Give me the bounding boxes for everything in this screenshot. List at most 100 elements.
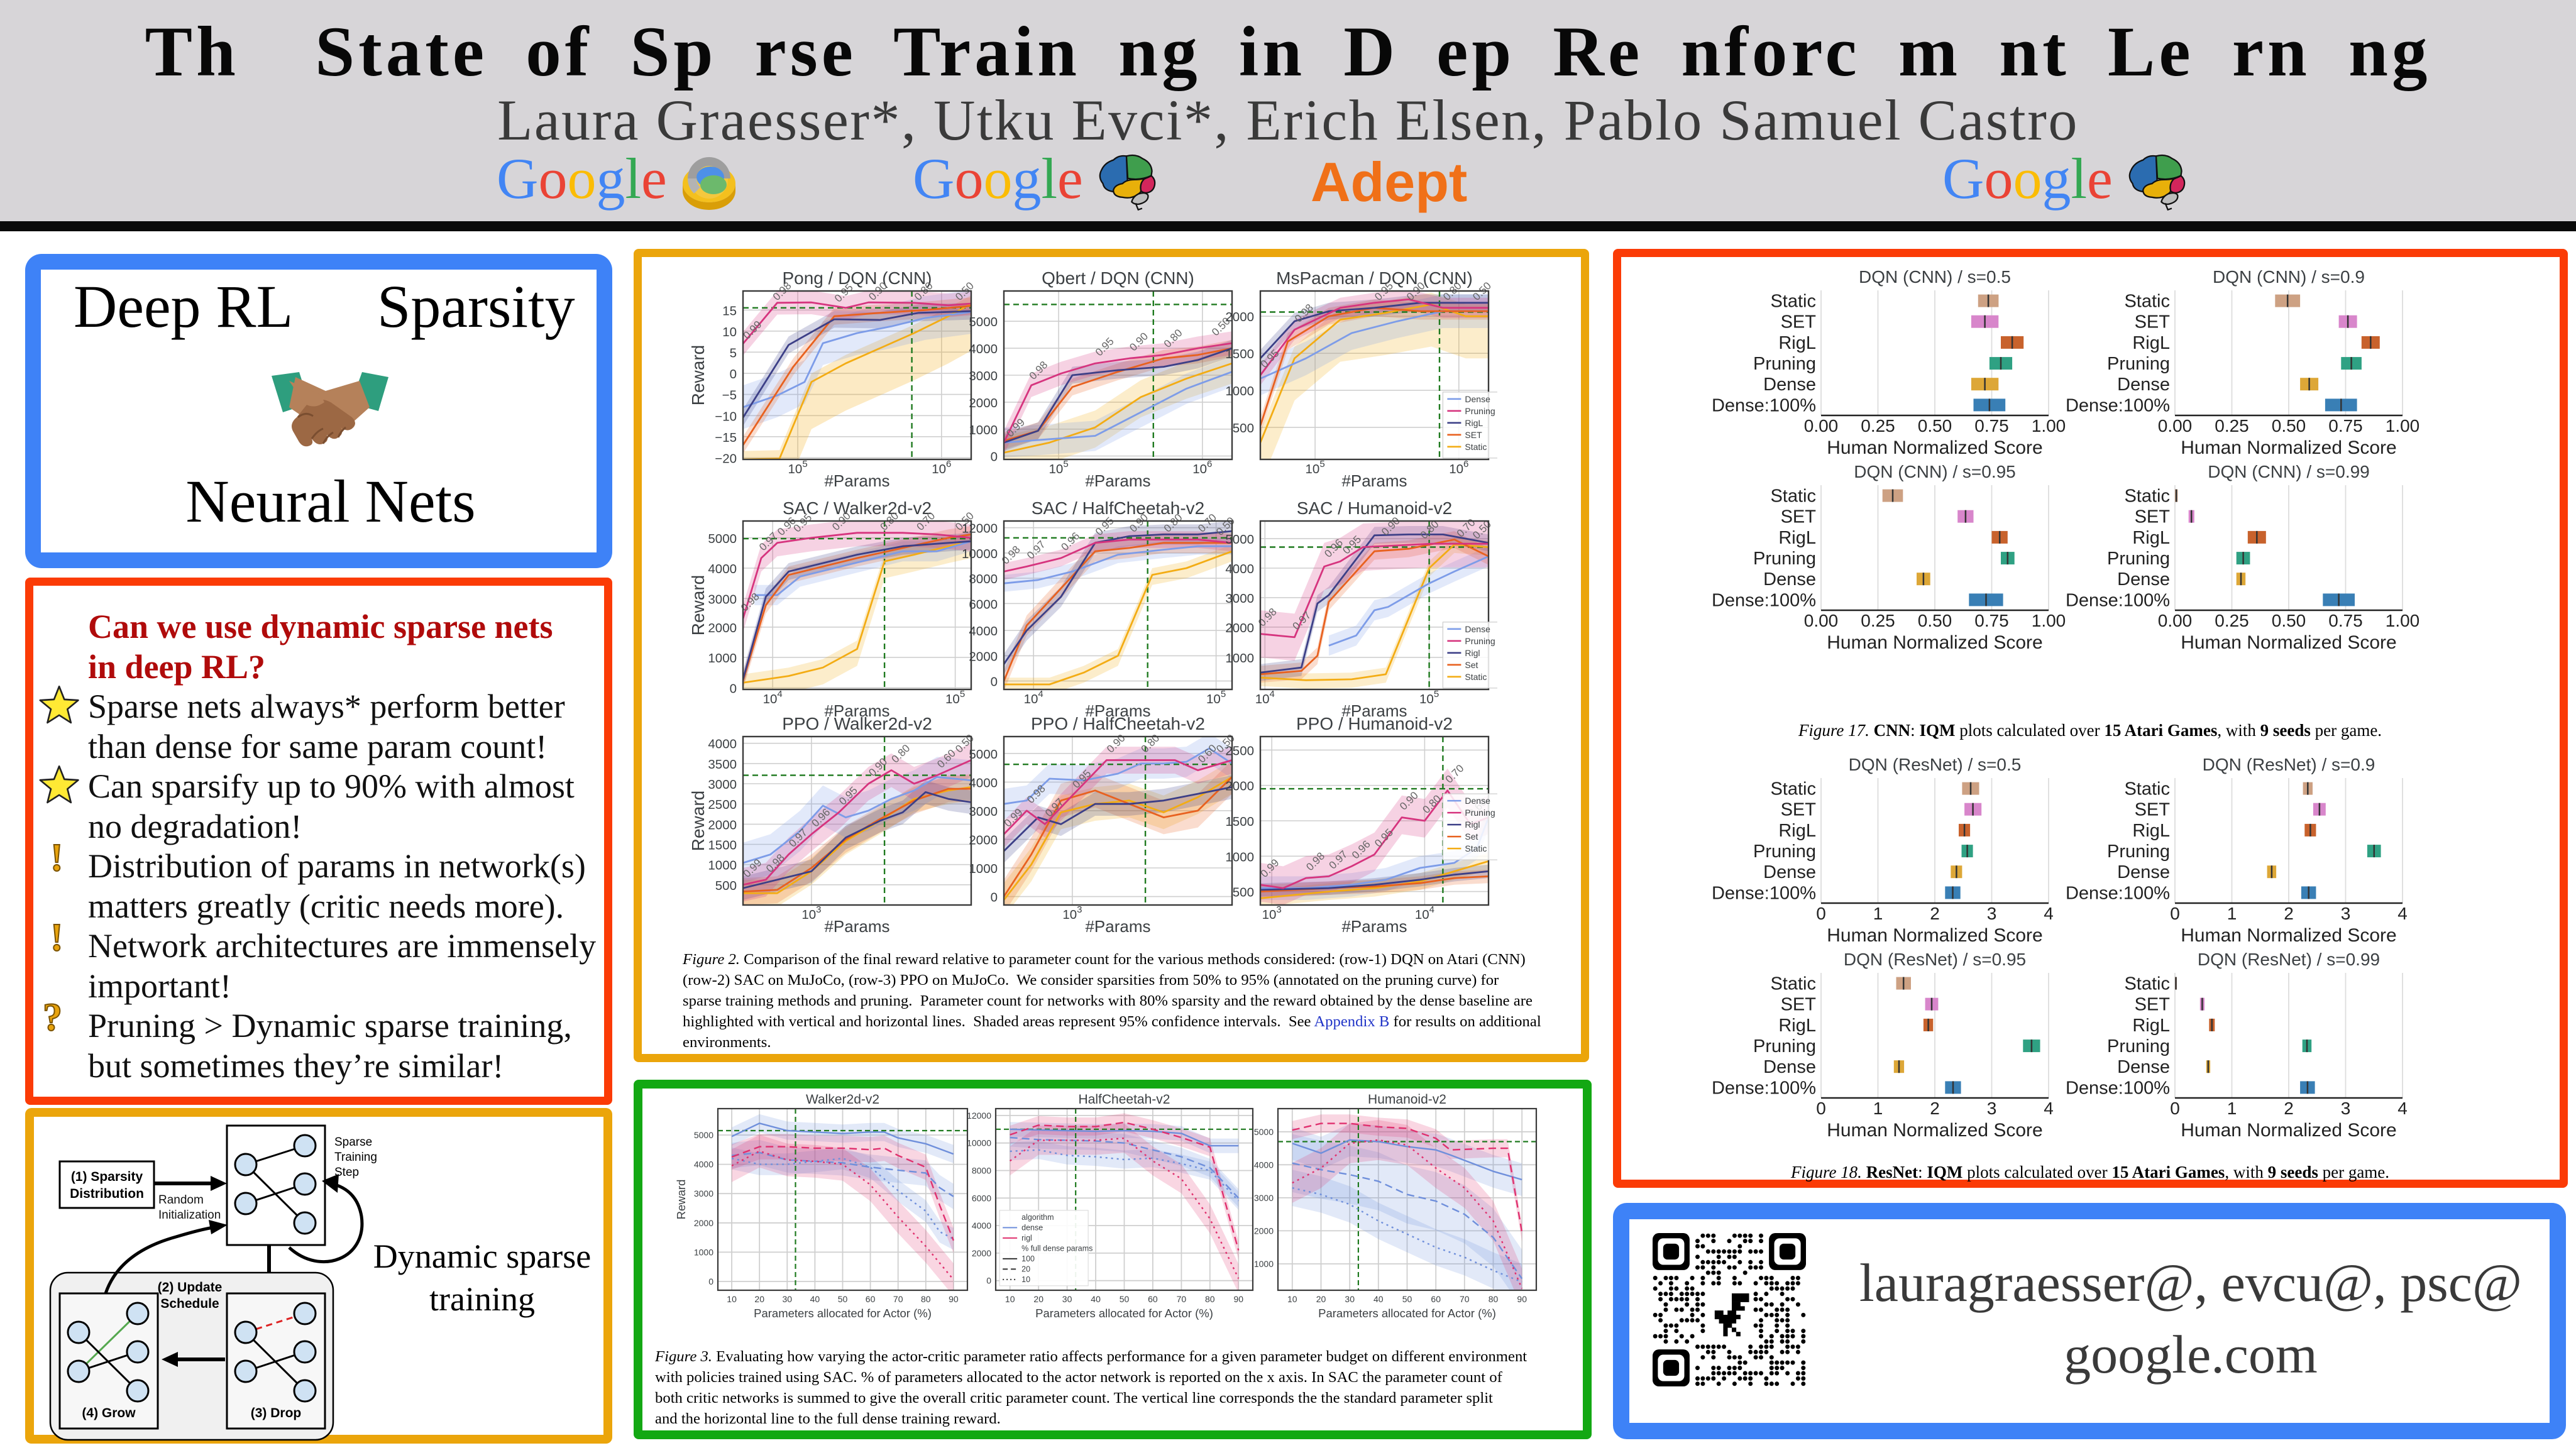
svg-text:(3) Drop: (3) Drop (251, 1406, 302, 1420)
svg-text:Dense: Dense (1465, 796, 1490, 806)
svg-text:training: training (429, 1280, 535, 1318)
svg-text:1.00: 1.00 (2032, 611, 2066, 630)
svg-text:1.00: 1.00 (2386, 416, 2420, 436)
svg-text:0: 0 (991, 675, 998, 689)
svg-text:Walker2d-v2: Walker2d-v2 (806, 1092, 879, 1107)
svg-text:5000: 5000 (708, 532, 737, 546)
svg-text:15: 15 (722, 304, 737, 318)
svg-text:80: 80 (921, 1294, 931, 1304)
svg-text:60: 60 (866, 1294, 876, 1304)
svg-text:4: 4 (2044, 1099, 2054, 1118)
svg-text:Dense:100%: Dense:100% (1712, 590, 1816, 610)
svg-text:Pruning: Pruning (2107, 1036, 2170, 1056)
svg-text:2000: 2000 (969, 396, 998, 410)
svg-text:0.25: 0.25 (1861, 611, 1895, 630)
svg-text:dense: dense (1021, 1223, 1043, 1232)
svg-text:12000: 12000 (962, 522, 998, 536)
svg-text:4: 4 (2044, 904, 2054, 923)
svg-text:Pruning: Pruning (1753, 549, 1816, 569)
svg-text:50: 50 (1402, 1294, 1412, 1304)
svg-text:90: 90 (1517, 1294, 1527, 1304)
svg-text:Pruning: Pruning (1465, 406, 1495, 416)
svg-text:Training: Training (334, 1151, 377, 1164)
svg-text:Dense:100%: Dense:100% (1712, 395, 1816, 415)
svg-text:0: 0 (1816, 904, 1826, 923)
svg-text:Pong / DQN (CNN): Pong / DQN (CNN) (782, 268, 932, 288)
svg-text:0: 0 (730, 681, 737, 696)
svg-text:RigL: RigL (2132, 1016, 2170, 1036)
svg-text:Pruning: Pruning (1465, 808, 1495, 818)
svg-text:30: 30 (1062, 1294, 1072, 1304)
svg-text:RigL: RigL (1778, 1016, 1816, 1036)
svg-text:(4) Grow: (4) Grow (82, 1406, 136, 1420)
svg-text:20: 20 (754, 1294, 764, 1304)
svg-text:3: 3 (1987, 1099, 1997, 1118)
svg-text:Static: Static (1770, 779, 1816, 799)
svg-text:1.00: 1.00 (2032, 416, 2066, 436)
svg-text:1.00: 1.00 (2386, 611, 2420, 630)
svg-text:RigL: RigL (2132, 821, 2170, 841)
svg-text:Set: Set (1465, 660, 1478, 670)
svg-text:4000: 4000 (708, 737, 737, 752)
svg-text:RigL: RigL (1778, 821, 1816, 841)
svg-text:0.00: 0.00 (2158, 416, 2193, 436)
svg-text:Human Normalized Score: Human Normalized Score (1827, 1120, 2042, 1141)
svg-text:HalfCheetah-v2: HalfCheetah-v2 (1079, 1092, 1170, 1107)
svg-text:0.00: 0.00 (1804, 611, 1839, 630)
svg-text:10: 10 (727, 1294, 737, 1304)
svg-text:3000: 3000 (1225, 591, 1254, 606)
svg-text:Static: Static (1770, 486, 1816, 507)
svg-text:Parameters allocated for Actor: Parameters allocated for Actor (%) (1035, 1307, 1213, 1320)
svg-text:Dense: Dense (1763, 1057, 1816, 1077)
svg-text:4000: 4000 (1254, 1160, 1274, 1170)
svg-text:Pruning: Pruning (1753, 354, 1816, 374)
svg-text:20: 20 (1316, 1294, 1326, 1304)
svg-text:2: 2 (1930, 904, 1940, 923)
svg-text:40: 40 (1091, 1294, 1101, 1304)
svg-text:−10: −10 (715, 409, 737, 424)
svg-text:Dense:100%: Dense:100% (1712, 1078, 1816, 1098)
svg-text:RigL: RigL (1778, 333, 1816, 353)
svg-text:SET: SET (1781, 312, 1817, 332)
svg-text:2000: 2000 (694, 1218, 713, 1228)
svg-text:−20: −20 (715, 451, 737, 466)
svg-text:Dense: Dense (2117, 569, 2170, 590)
svg-text:3500: 3500 (708, 757, 737, 772)
svg-text:10: 10 (1021, 1275, 1030, 1284)
svg-text:1500: 1500 (1225, 814, 1254, 829)
svg-text:1: 1 (2227, 1099, 2237, 1118)
svg-text:SET: SET (1465, 430, 1482, 440)
svg-text:20: 20 (1021, 1264, 1030, 1273)
svg-text:RigL: RigL (2132, 333, 2170, 353)
svg-text:Dense:100%: Dense:100% (2066, 395, 2170, 415)
svg-text:10: 10 (1287, 1294, 1297, 1304)
svg-text:6000: 6000 (969, 597, 998, 612)
svg-text:3000: 3000 (708, 592, 737, 606)
svg-text:Dynamic sparse: Dynamic sparse (373, 1237, 591, 1275)
svg-text:50: 50 (838, 1294, 848, 1304)
svg-text:70: 70 (1460, 1294, 1470, 1304)
svg-text:3: 3 (2341, 1099, 2351, 1118)
svg-text:#Params: #Params (824, 471, 889, 490)
svg-text:2: 2 (2284, 904, 2294, 923)
svg-text:2000: 2000 (708, 621, 737, 635)
svg-text:5: 5 (730, 346, 737, 360)
svg-text:0.25: 0.25 (2215, 611, 2249, 630)
svg-text:2000: 2000 (1254, 1226, 1274, 1236)
svg-text:1: 1 (2227, 904, 2237, 923)
svg-text:(1) Sparsity: (1) Sparsity (71, 1170, 143, 1184)
svg-text:0.25: 0.25 (2215, 416, 2249, 436)
svg-text:2000: 2000 (969, 649, 998, 664)
svg-text:DQN (ResNet) / s=0.95: DQN (ResNet) / s=0.95 (1844, 950, 2026, 969)
svg-text:4000: 4000 (969, 776, 998, 790)
svg-text:Dense:100%: Dense:100% (2066, 1078, 2170, 1098)
svg-text:Sparse: Sparse (334, 1136, 372, 1149)
svg-text:5000: 5000 (1225, 532, 1254, 547)
svg-text:104: 104 (1415, 904, 1434, 922)
svg-text:3000: 3000 (1254, 1193, 1274, 1203)
svg-text:rigl: rigl (1021, 1234, 1032, 1242)
svg-text:Dense: Dense (1763, 375, 1816, 395)
svg-text:1500: 1500 (1225, 347, 1254, 361)
svg-text:Pruning: Pruning (2107, 354, 2170, 374)
svg-text:#Params: #Params (1341, 917, 1407, 936)
